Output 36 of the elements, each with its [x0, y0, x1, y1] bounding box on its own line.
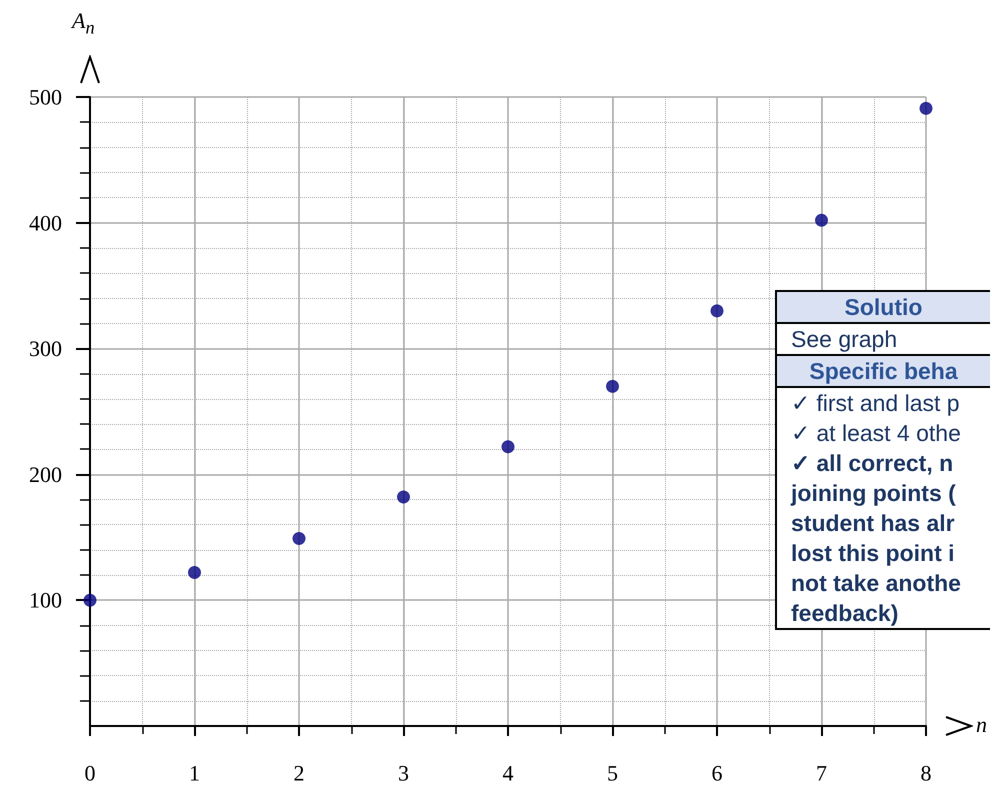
annotation: ✓ at least 4 othe — [790, 419, 962, 448]
annotation: student has alr — [790, 509, 956, 538]
point — [397, 490, 410, 504]
annotation: Specific beha — [777, 356, 990, 388]
annotation: feedback) — [790, 599, 900, 628]
point — [84, 594, 96, 607]
x-tick-label: 3 — [398, 760, 409, 785]
point — [502, 440, 514, 454]
point — [920, 102, 932, 115]
x-tick-label: 0 — [84, 760, 96, 785]
point — [815, 214, 828, 227]
x-tick-label: 1 — [189, 760, 200, 785]
point — [292, 532, 306, 546]
point — [188, 566, 201, 580]
annotation: joining points ( — [790, 479, 957, 508]
y-tick-label: 500 — [29, 84, 62, 110]
point — [710, 304, 724, 318]
y-tick-label: 100 — [29, 588, 62, 613]
annotation: See graph — [777, 324, 990, 356]
annotation: lost this point i — [790, 539, 956, 568]
annotation: ✓ first and last p — [790, 389, 961, 418]
x-tick-label: 7 — [816, 760, 827, 785]
x-tick-label: 2 — [294, 760, 304, 785]
x-tick-label: 4 — [502, 760, 514, 785]
y-tick-label: 300 — [29, 336, 62, 362]
x-axis-title: n — [976, 712, 987, 738]
annotation: Solutio — [777, 292, 990, 324]
y-axis-title: A$_{n}$ — [72, 8, 95, 38]
y-tick-label: 200 — [29, 462, 62, 487]
y-tick-label: 400 — [29, 210, 62, 236]
x-tick-label: 8 — [920, 760, 932, 785]
annotation: ✓ all correct, n — [790, 449, 954, 478]
point — [606, 380, 619, 393]
x-tick-label: 6 — [712, 760, 722, 785]
x-tick-label: 5 — [607, 760, 618, 785]
annotation: not take anothe — [790, 569, 962, 598]
